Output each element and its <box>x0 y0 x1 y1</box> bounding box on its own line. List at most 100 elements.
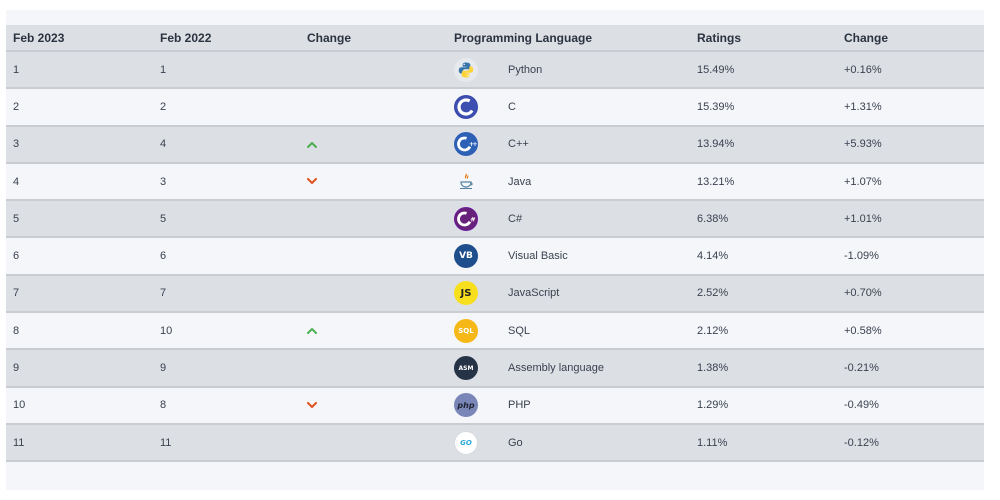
rating-change-value: +1.31% <box>844 100 882 113</box>
rating-change-value: +1.07% <box>844 175 882 188</box>
rating-value: 1.11% <box>697 436 728 449</box>
rank-previous: 6 <box>160 250 167 263</box>
language-cell: SQL SQL <box>447 312 690 349</box>
rank-current: 10 <box>13 399 26 412</box>
rank-change-cell <box>300 163 447 200</box>
ranking-panel: Feb 2023 Feb 2022 Change Programming Lan… <box>6 10 984 490</box>
rank-change-cell <box>300 387 447 424</box>
rank-previous: 10 <box>160 324 173 337</box>
rank-change-cell <box>300 424 447 461</box>
rating-change-value: -0.21% <box>844 362 879 375</box>
table-row: 9 9 ASM Assembly language 1.38% -0.21% <box>6 349 984 387</box>
rank-change-cell <box>300 51 447 88</box>
language-name: PHP <box>508 399 531 412</box>
language-cell: Java <box>447 163 690 200</box>
rank-previous: 4 <box>160 138 167 151</box>
language-name: SQL <box>508 324 531 337</box>
rating-value: 2.12% <box>697 324 729 337</box>
rank-current: 4 <box>13 175 20 188</box>
chevron-up-icon <box>307 141 447 148</box>
language-name: Go <box>508 436 523 449</box>
table-row: 3 4 + + C++ 13.94% +5.93% <box>6 125 984 163</box>
rank-current: 5 <box>13 212 20 225</box>
rating-value: 6.38% <box>697 212 729 225</box>
language-name: C <box>508 100 516 113</box>
csharp-logo-icon: # <box>454 206 478 231</box>
header-ratings[interactable]: Ratings <box>690 25 837 52</box>
sql-logo-icon: SQL <box>454 318 478 343</box>
rank-change-cell <box>300 126 447 163</box>
rank-change-cell <box>300 349 447 386</box>
rank-change-cell <box>300 200 447 237</box>
rank-previous: 3 <box>160 175 167 188</box>
language-cell: JS JavaScript <box>447 275 690 312</box>
rank-change-cell <box>300 237 447 274</box>
java-logo-icon <box>454 169 478 194</box>
rank-previous: 5 <box>160 212 167 225</box>
table-row: 11 11 GO Go 1.11% -0.12% <box>6 423 984 462</box>
chevron-down-icon <box>307 178 447 185</box>
rating-change-value: -0.49% <box>844 399 879 412</box>
rank-current: 1 <box>13 63 20 76</box>
header-rating-change[interactable]: Change <box>837 25 984 52</box>
language-cell: C <box>447 88 690 125</box>
rank-previous: 11 <box>160 436 172 449</box>
rank-current: 9 <box>13 362 20 375</box>
chevron-down-icon <box>307 401 447 409</box>
language-name: C++ <box>508 138 529 151</box>
language-name: Python <box>508 63 543 76</box>
header-feb-2023[interactable]: Feb 2023 <box>6 25 153 52</box>
header-feb-2022[interactable]: Feb 2022 <box>153 25 300 52</box>
language-cell: GO Go <box>447 424 690 461</box>
language-name: Assembly language <box>508 362 605 375</box>
rating-value: 13.21% <box>697 175 735 188</box>
language-name: Visual Basic <box>508 250 568 263</box>
rank-previous: 7 <box>160 287 167 300</box>
rank-change-cell <box>300 312 447 349</box>
python-logo-icon <box>454 57 478 82</box>
php-logo-icon: php <box>454 393 478 418</box>
language-name: JavaScript <box>508 287 560 300</box>
rank-previous: 8 <box>160 399 167 412</box>
rating-change-value: +1.01% <box>844 212 882 225</box>
language-name: Java <box>508 175 532 188</box>
rank-current: 3 <box>13 138 20 151</box>
language-cell: + + C++ <box>447 126 690 163</box>
go-logo-icon: GO <box>454 430 478 455</box>
rank-previous: 2 <box>160 100 167 113</box>
asm-logo-icon: ASM <box>454 356 478 381</box>
table-row: 5 5 # C# 6.38% +1.01% <box>6 200 984 238</box>
rating-value: 4.14% <box>697 250 729 263</box>
svg-text:+: + <box>469 141 474 148</box>
language-cell: # C# <box>447 200 690 237</box>
cpp-logo-icon: + + <box>454 132 478 157</box>
header-rank-change[interactable]: Change <box>300 25 447 52</box>
language-cell: Python <box>447 51 690 88</box>
rank-current: 6 <box>13 250 20 263</box>
svg-text:+: + <box>472 141 477 148</box>
table-row: 1 1 Python 15.49% +0.16% <box>6 51 984 89</box>
rating-change-value: +0.58% <box>844 324 882 337</box>
rating-change-value: -1.09% <box>844 250 879 263</box>
rank-current: 7 <box>13 287 20 300</box>
tiobe-index-table: Feb 2023 Feb 2022 Change Programming Lan… <box>6 25 984 462</box>
rating-value: 1.38% <box>697 362 729 375</box>
vb-logo-icon: VB <box>454 244 478 269</box>
table-header-row: Feb 2023 Feb 2022 Change Programming Lan… <box>6 25 984 52</box>
rank-current: 2 <box>13 100 20 113</box>
rating-value: 15.39% <box>697 100 735 113</box>
language-name: C# <box>508 212 523 225</box>
header-programming-language[interactable]: Programming Language <box>447 25 690 52</box>
language-cell: ASM Assembly language <box>447 349 690 386</box>
rank-previous: 9 <box>160 362 167 375</box>
table-row: 10 8 php PHP 1.29% -0.49% <box>6 386 984 424</box>
rating-change-value: -0.12% <box>844 436 879 449</box>
svg-text:#: # <box>470 215 475 223</box>
table-row: 6 6 VB Visual Basic 4.14% -1.09% <box>6 237 984 275</box>
c-logo-icon <box>454 94 478 119</box>
language-cell: VB Visual Basic <box>447 237 690 274</box>
table-row: 4 3 Java 13.21% +1.07% <box>6 162 984 201</box>
chevron-up-icon <box>307 327 447 335</box>
js-logo-icon: JS <box>454 281 478 306</box>
rating-value: 1.29% <box>697 399 729 412</box>
